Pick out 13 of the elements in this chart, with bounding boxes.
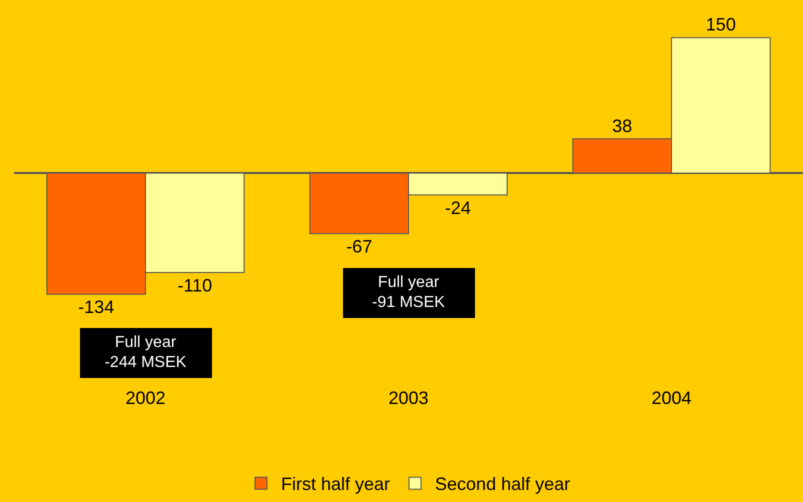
data-label: 150 [706,14,736,35]
legend-label: Second half year [435,474,570,494]
data-label: -67 [346,236,372,257]
x-tick-label: 2004 [651,388,692,408]
data-label: -110 [177,276,212,296]
data-label: -134 [78,297,114,318]
note-box: Full year -244 MSEK [80,328,212,378]
data-label: 38 [612,116,632,136]
x-tick-label: 2003 [388,388,429,408]
x-tick-label: 2002 [125,388,166,408]
legend-label: First half year [281,474,390,494]
note-box: Full year -91 MSEK [342,268,474,318]
data-label: -24 [444,198,471,218]
